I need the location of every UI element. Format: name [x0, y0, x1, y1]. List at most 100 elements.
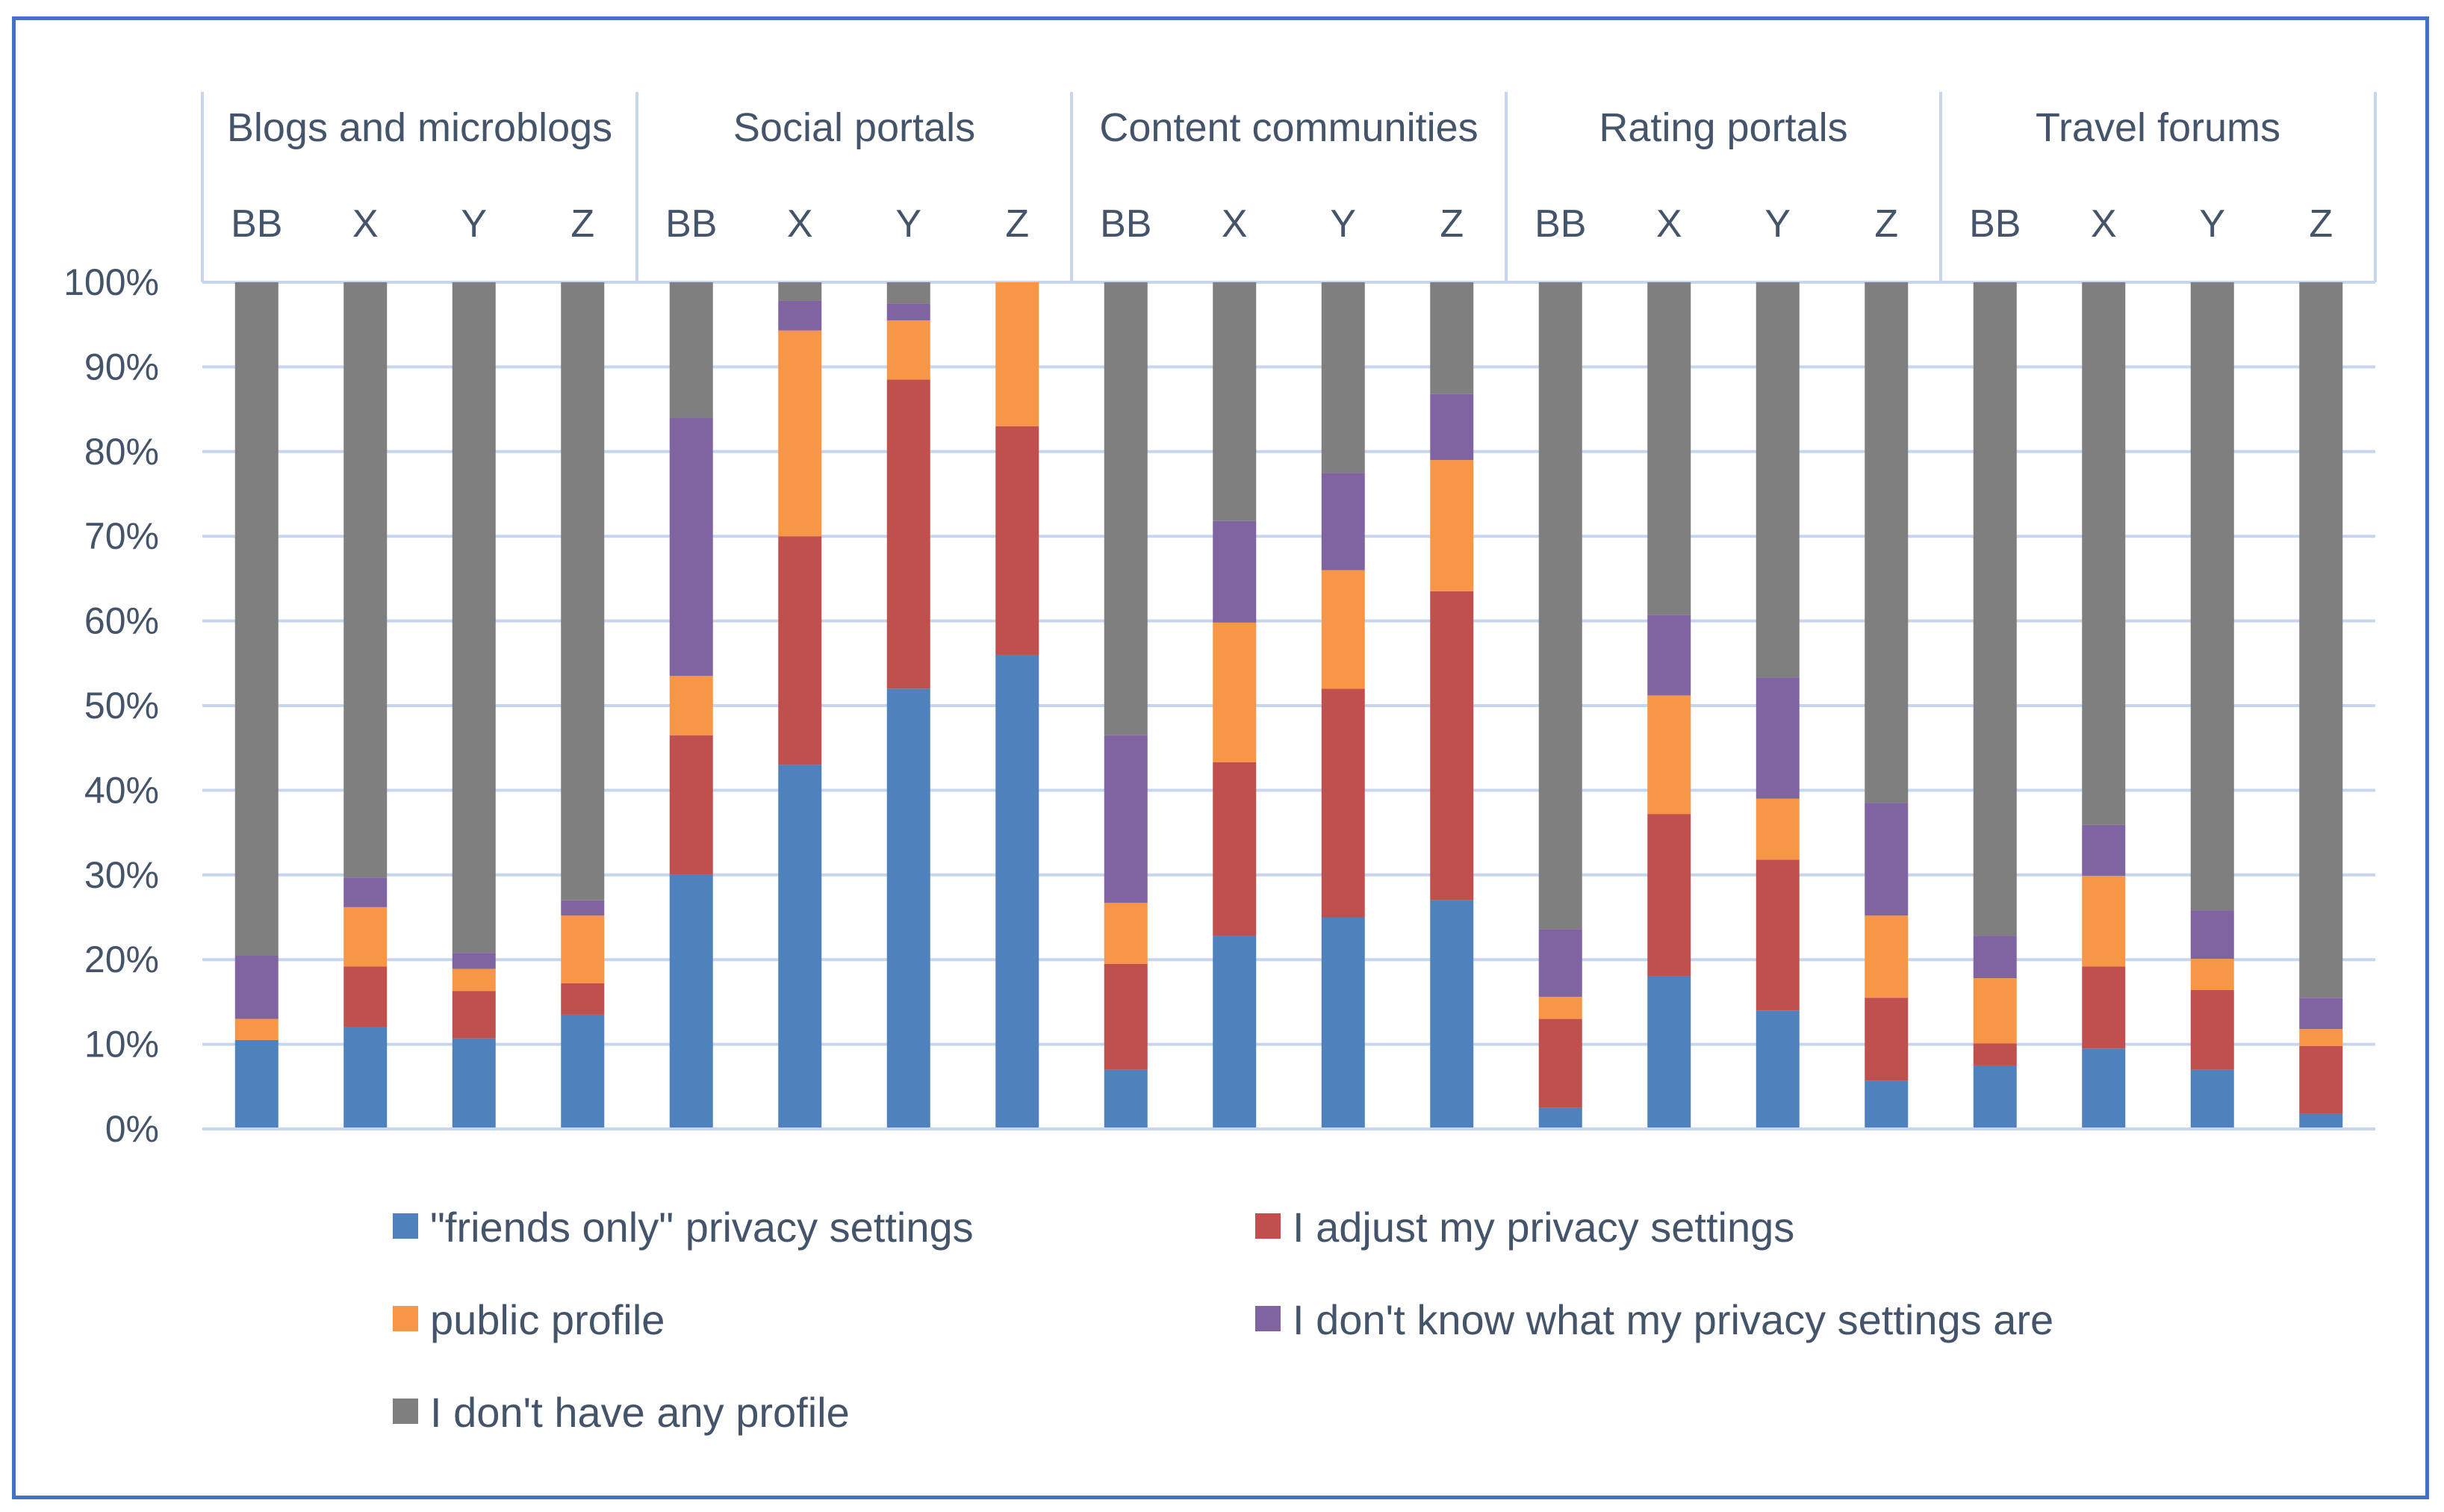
bar-segment [669, 874, 713, 1129]
bar-segment [561, 983, 605, 1015]
bar-segment [778, 282, 822, 301]
bar-segment [1213, 282, 1257, 521]
bar-segment [561, 1014, 605, 1129]
legend-swatch [1255, 1213, 1281, 1239]
bar-segment [1973, 282, 2017, 936]
bar-segment [995, 282, 1039, 426]
bar-segment [561, 282, 605, 900]
bar-segment [561, 900, 605, 916]
y-tick-label: 30% [84, 854, 159, 896]
group-label: Rating portals [1599, 105, 1847, 150]
bar-segment [1973, 978, 2017, 1044]
category-label: Z [1005, 202, 1029, 246]
bar-segment [1430, 900, 1474, 1129]
bar-segment [1756, 798, 1800, 860]
bar-segment [778, 536, 822, 765]
bar-segment [2082, 282, 2126, 825]
category-label: BB [665, 202, 717, 246]
bar-segment [452, 991, 496, 1039]
bar-segment [1104, 1069, 1148, 1129]
bar-segment [1973, 936, 2017, 979]
bar-segment [886, 320, 930, 380]
bar-segment [1430, 393, 1474, 461]
bar-segment [1865, 915, 1909, 998]
category-label: X [352, 202, 379, 246]
bar-segment [1647, 814, 1691, 977]
bar-segment [778, 300, 822, 331]
bar-segment [1647, 615, 1691, 696]
bar-segment [452, 968, 496, 992]
bar-segment [1321, 688, 1365, 918]
bar-segment [1538, 997, 1582, 1019]
bar-segment [1756, 677, 1800, 799]
bar-segment [2190, 990, 2234, 1070]
bar-segment [343, 877, 388, 907]
bar-segment [2190, 282, 2234, 911]
legend-swatch [393, 1213, 418, 1239]
category-label: X [2091, 202, 2117, 246]
bar-segment [1538, 282, 1582, 930]
category-label: Y [461, 202, 487, 246]
bar-segment [2082, 824, 2126, 876]
bar-segment [1647, 976, 1691, 1129]
group-label: Content communities [1099, 105, 1478, 150]
bar-segment [886, 303, 930, 321]
category-label: Z [2309, 202, 2333, 246]
bar-segment [234, 1018, 279, 1040]
bar-segment [886, 688, 930, 1129]
bar-segment [1213, 936, 1257, 1129]
bar-segment [1538, 1107, 1582, 1129]
bar-segment [1756, 282, 1800, 678]
bar-segment [1321, 917, 1365, 1129]
legend-label: I don't know what my privacy settings ar… [1293, 1296, 2053, 1343]
category-label: Y [1330, 202, 1356, 246]
category-label: Y [895, 202, 921, 246]
bar-segment [1865, 1080, 1909, 1129]
bar-segment [1321, 473, 1365, 570]
bar-segment [1973, 1065, 2017, 1129]
legend-label: I don't have any profile [430, 1389, 850, 1436]
stacked-bar-chart: 0% 10% 20% 30% 40% 50% 60% 70% 80% 90% 100% Blogs a… [63, 92, 2377, 1436]
y-tick-label: 100% [63, 261, 159, 303]
bar-segment [1647, 282, 1691, 615]
bar-segment [2082, 875, 2126, 967]
bar-segment [2299, 1045, 2343, 1114]
category-label: BB [231, 202, 282, 246]
bar-segment [995, 654, 1039, 1129]
bar-segment [234, 955, 279, 1019]
bar-segment [1430, 591, 1474, 900]
y-tick-label: 70% [84, 515, 159, 557]
group-label: Social portals [733, 105, 975, 150]
legend-label: public profile [430, 1296, 665, 1343]
bar-segment [343, 966, 388, 1027]
bar-segment [343, 906, 388, 967]
category-label: Z [570, 202, 594, 246]
bar-segment [561, 915, 605, 983]
category-label: Z [1874, 202, 1898, 246]
bar-segment [1213, 520, 1257, 623]
y-tick-label: 20% [84, 939, 159, 980]
bar-segment [778, 330, 822, 537]
bar-segment [669, 417, 713, 676]
chart-frame: 0% 10% 20% 30% 40% 50% 60% 70% 80% 90% 100% Blogs a… [12, 16, 2429, 1499]
bar-segment [1321, 282, 1365, 473]
bar-segment [778, 765, 822, 1129]
bar-segment [2190, 910, 2234, 959]
category-label: Y [1764, 202, 1791, 246]
category-label: Y [2199, 202, 2225, 246]
bar-segment [2299, 282, 2343, 998]
y-tick-label: 0% [105, 1108, 159, 1150]
bar-segment [886, 282, 930, 304]
bar-segment [1104, 963, 1148, 1070]
bar-segment [669, 735, 713, 875]
legend-swatch [393, 1399, 418, 1424]
category-label: BB [1100, 202, 1151, 246]
legend-label: I adjust my privacy settings [1293, 1204, 1794, 1251]
bar-segment [452, 953, 496, 969]
bar-segment [2190, 1069, 2234, 1129]
bar-segment [1973, 1043, 2017, 1065]
bar-segment [2299, 1113, 2343, 1129]
bar-segment [2190, 959, 2234, 991]
bar-segment [452, 1038, 496, 1129]
bar-segment [1538, 1018, 1582, 1108]
